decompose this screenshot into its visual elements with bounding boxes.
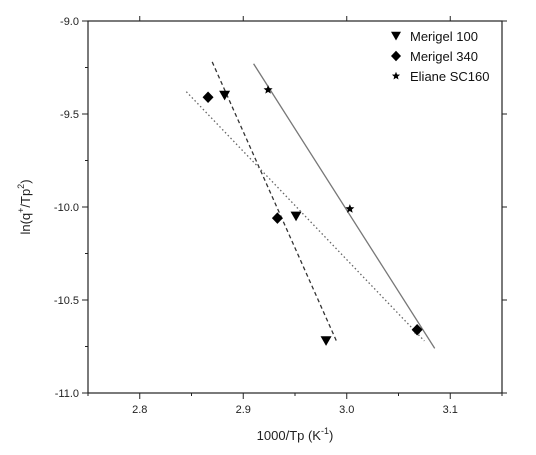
y-tick-label: -11.0: [55, 388, 79, 400]
data-point: [202, 91, 214, 104]
x-axis-ticks: 2.8 2.9 3.0 3.1: [87, 16, 503, 416]
fit-lines: [185, 61, 436, 349]
y-axis-ticks: -11.0 -10.5 -10.0 -9.5 -9.0: [54, 16, 507, 400]
y-tick-label: -10.5: [54, 295, 79, 307]
legend: Merigel 100 Merigel 340 Eliane SC160: [391, 29, 490, 84]
data-point: [263, 85, 273, 94]
y-tick-label: -10.0: [54, 202, 79, 214]
data-point: [290, 211, 302, 222]
legend-marker: [391, 31, 401, 41]
x-axis-title: 1000/Tp (K-1): [257, 426, 334, 443]
y-axis-title: ln(q+/Tp2): [16, 179, 33, 234]
x-tick-label: 2.9: [236, 404, 251, 416]
legend-label: Merigel 100: [410, 29, 478, 44]
data-point: [271, 212, 283, 224]
legend-marker: [391, 50, 401, 62]
data-point: [320, 336, 332, 346]
fit-line: [253, 63, 436, 349]
data-markers: [202, 85, 423, 346]
data-point: [345, 204, 355, 213]
legend-label: Eliane SC160: [410, 69, 490, 84]
y-tick-label: -9.0: [60, 16, 79, 28]
fit-line: [185, 91, 425, 342]
fit-line: [211, 61, 337, 342]
data-point: [219, 90, 231, 101]
x-tick-label: 2.8: [132, 404, 147, 416]
data-point: [412, 325, 422, 334]
y-tick-label: -9.5: [60, 109, 79, 121]
legend-label: Merigel 340: [410, 49, 478, 64]
x-tick-label: 3.0: [339, 404, 354, 416]
x-tick-label: 3.1: [443, 404, 458, 416]
legend-marker: [391, 71, 401, 80]
